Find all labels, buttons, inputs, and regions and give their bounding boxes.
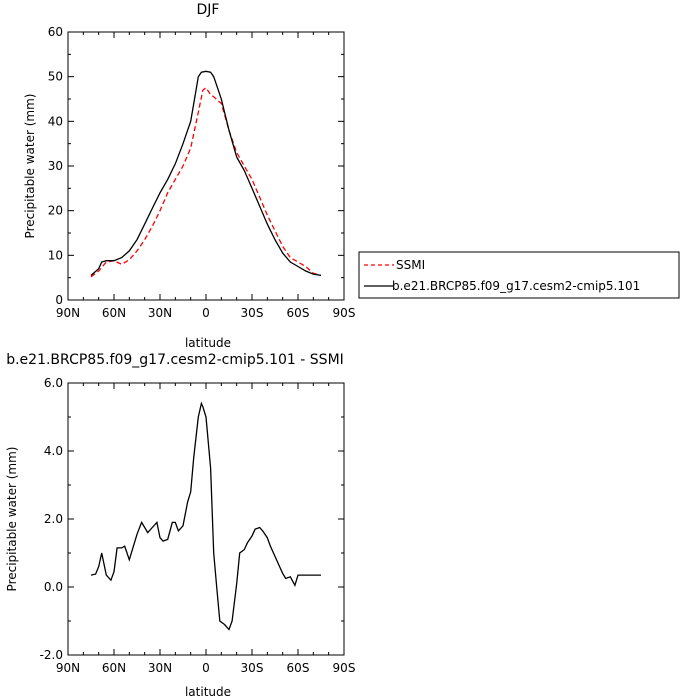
top-y-tick-label: 30 [48, 159, 63, 173]
bottom-x-tick-label: 90S [333, 661, 356, 675]
top-y-axis: 0 10 20 30 40 50 60 [48, 25, 344, 307]
top-x-tick-label: 30N [148, 306, 172, 320]
bottom-x-tick-label: 60N [102, 661, 126, 675]
top-plot-frame [67, 31, 345, 301]
bottom-y-tick-label: -2.0 [40, 648, 63, 662]
bottom-x-tick-label: 60S [287, 661, 310, 675]
top-chart: DJF 0 10 20 30 40 50 60 90N 60N 30N 0 30S 60S 90S la… [23, 2, 355, 350]
bottom-chart-title: b.e21.BRCP85.f09_g17.cesm2-cmip5.101 - S… [6, 352, 344, 368]
top-x-tick-label: 0 [202, 306, 210, 320]
legend-box [358, 251, 680, 299]
bottom-chart: b.e21.BRCP85.f09_g17.cesm2-cmip5.101 - S… [5, 352, 355, 699]
top-y-tick-label: 10 [48, 248, 63, 262]
top-x-tick-label: 90N [56, 306, 80, 320]
top-y-axis-label: Precipitable water (mm) [23, 94, 37, 239]
top-y-tick-label: 60 [48, 25, 63, 39]
top-series-group [90, 70, 322, 278]
top-x-tick-label: 60S [287, 306, 310, 320]
top-y-tick-label: 40 [48, 114, 63, 128]
bottom-y-tick-label: 0.0 [44, 580, 63, 594]
top-series-b-e21-brcp85-f09-g17-cesm2-cmip5-101-line [90, 70, 322, 277]
top-y-tick-label: 50 [48, 70, 63, 84]
bottom-x-axis-label: latitude [185, 685, 231, 699]
bottom-y-axis-label: Precipitable water (mm) [5, 447, 19, 592]
legend-label-ssmi: SSMI [396, 258, 425, 272]
top-x-tick-label: 30S [241, 306, 264, 320]
bottom-y-tick-label: 6.0 [44, 376, 63, 390]
top-series-ssmi-line [90, 86, 322, 278]
top-x-tick-label: 60N [102, 306, 126, 320]
bottom-x-tick-label: 0 [202, 661, 210, 675]
top-x-tick-label: 90S [333, 306, 356, 320]
top-x-axis: 90N 60N 30N 0 30S 60S 90S [56, 32, 356, 320]
bottom-y-tick-label: 2.0 [44, 512, 63, 526]
bottom-x-tick-label: 30S [241, 661, 264, 675]
top-y-tick-label: 0 [55, 293, 63, 307]
bottom-series-group [90, 401, 321, 631]
legend: SSMI b.e21.BRCP85.f09_g17.cesm2-cmip5.10… [358, 251, 680, 299]
bottom-x-tick-label: 30N [148, 661, 172, 675]
bottom-series-0-line [90, 401, 321, 631]
bottom-x-tick-label: 90N [56, 661, 80, 675]
bottom-y-axis: -2.0 0.0 2.0 4.0 6.0 [40, 376, 344, 662]
bottom-x-axis: 90N 60N 30N 0 30S 60S 90S [56, 383, 356, 675]
top-x-axis-label: latitude [185, 336, 231, 350]
bottom-y-tick-label: 4.0 [44, 444, 63, 458]
top-y-tick-label: 20 [48, 204, 63, 218]
legend-label-model: b.e21.BRCP85.f09_g17.cesm2-cmip5.101 [392, 279, 640, 293]
top-chart-title: DJF [197, 2, 220, 18]
